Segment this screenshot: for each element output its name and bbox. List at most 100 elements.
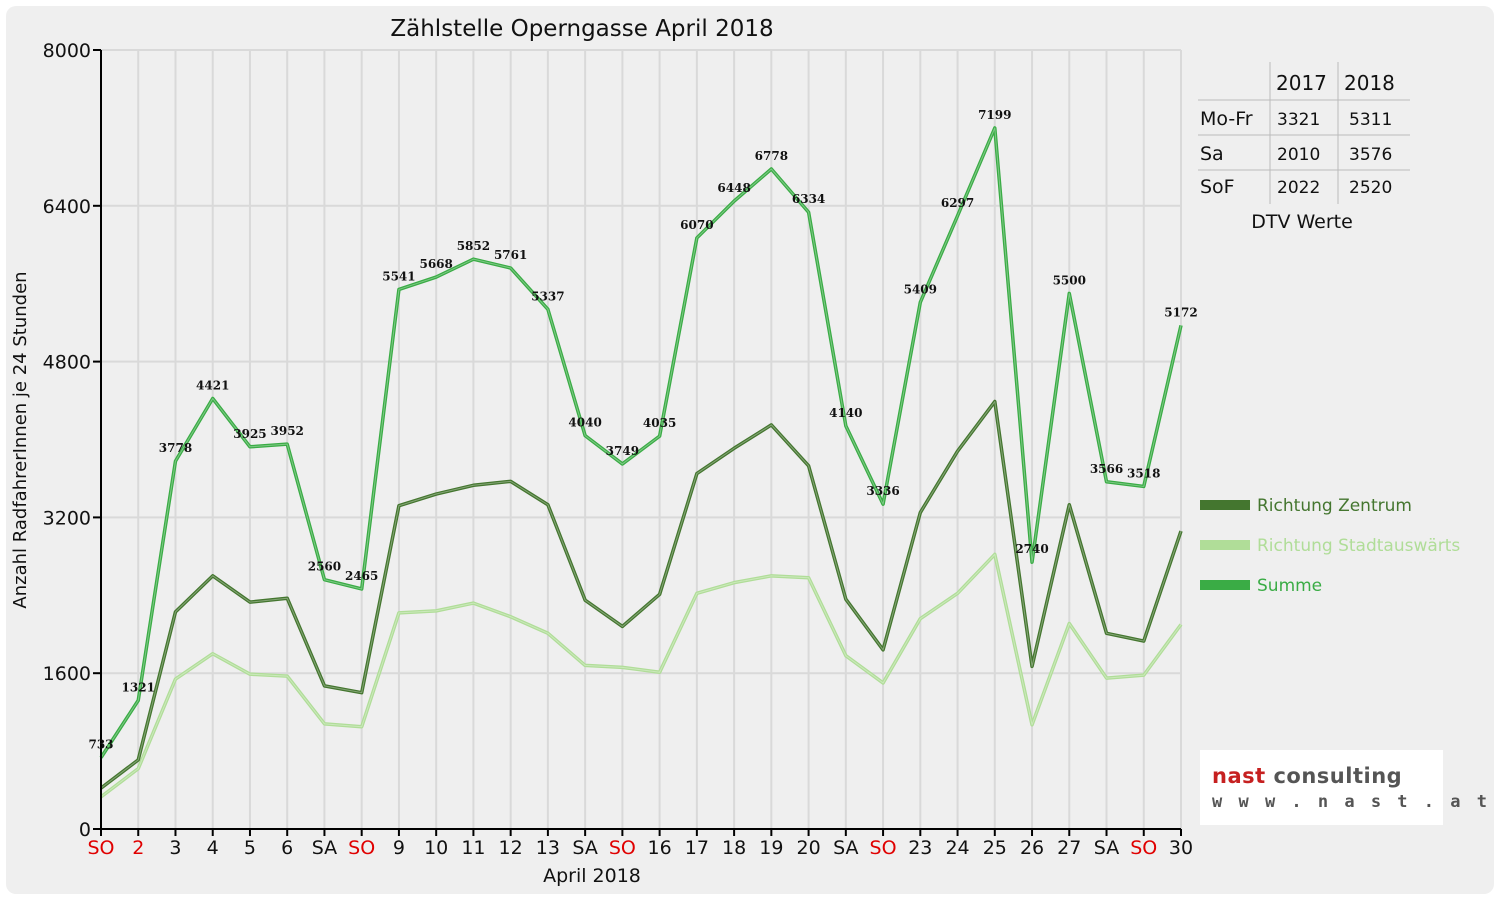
legend-label: Summe [1257, 576, 1322, 596]
x-tick-label: SO [870, 837, 897, 859]
x-tick-label: SA [312, 837, 337, 859]
y-tick-label: 8000 [43, 40, 91, 62]
y-axis-label: Anzahl RadfahrerInnen je 24 Stunden [10, 271, 31, 608]
x-tick-label: 3 [169, 837, 181, 859]
x-tick-label: 23 [908, 837, 932, 859]
y-tick-label: 0 [79, 819, 91, 841]
table-row-label: Mo-Fr [1200, 108, 1253, 130]
logo-url: w w w . n a s t . a t [1212, 792, 1490, 812]
x-tick-label: 13 [536, 837, 560, 859]
series-line-richtung-zentrum [99, 399, 1183, 790]
x-tick-label: 19 [759, 837, 783, 859]
y-tick-label: 1600 [43, 663, 91, 685]
data-label: 6448 [717, 181, 750, 195]
x-tick-label: SA [572, 837, 597, 859]
x-tick-label: 11 [461, 837, 485, 859]
data-label: 3778 [159, 441, 192, 455]
legend-label: Richtung Zentrum [1257, 496, 1412, 516]
x-tick-label: SA [833, 837, 858, 859]
series-group [99, 126, 1183, 799]
series-line-highlight [100, 127, 1182, 758]
table-cell: 2520 [1349, 178, 1392, 198]
table-header-2017: 2017 [1276, 71, 1327, 95]
data-label: 1321 [122, 680, 155, 694]
x-tick-label: 17 [685, 837, 709, 859]
series-line-highlight [100, 401, 1182, 789]
x-tick-label: 4 [207, 837, 219, 859]
x-tick-label: 27 [1057, 837, 1081, 859]
x-tick-label: 25 [983, 837, 1007, 859]
data-label: 4140 [829, 406, 862, 420]
table-cell: 5311 [1349, 110, 1392, 130]
x-tick-label: 24 [945, 837, 969, 859]
legend: Richtung Zentrum Richtung Stadtauswärts Su… [1200, 496, 1460, 596]
data-labels: 733 1321 3778 4421 3925 3952 2560 2465 5541 5668 5… [88, 108, 1197, 752]
data-label: 3518 [1127, 466, 1160, 480]
legend-swatch [1200, 540, 1250, 550]
x-tick-label: 12 [499, 837, 523, 859]
data-label: 5500 [1053, 273, 1086, 287]
table-cell: 3321 [1277, 110, 1320, 130]
x-tick-label: 20 [796, 837, 820, 859]
table-cell: 2022 [1277, 178, 1320, 198]
x-tick-label: 5 [244, 837, 256, 859]
x-tick-label: SO [609, 837, 636, 859]
data-label: 5761 [494, 248, 527, 262]
series-line-summe [99, 126, 1183, 759]
logo-brand-b: consulting [1273, 764, 1403, 788]
logo-brand-a: nast [1212, 764, 1266, 788]
data-label: 2740 [1015, 542, 1048, 556]
data-label: 5409 [904, 282, 937, 296]
data-label: 2465 [345, 569, 378, 583]
legend-swatch [1200, 580, 1250, 590]
data-label: 5337 [531, 289, 564, 303]
nast-consulting-logo: nast consulting w w w . n a s t . a t [1200, 750, 1487, 825]
dtv-table: 2017 2018 Mo-Fr 3321 5311 Sa 2010 3576 S… [1198, 62, 1410, 233]
table-header-2018: 2018 [1344, 71, 1395, 95]
data-label: 5668 [419, 257, 452, 271]
chart-frame [6, 6, 1494, 894]
table-caption: DTV Werte [1251, 211, 1353, 233]
x-tick-label: 6 [281, 837, 293, 859]
grid [101, 49, 1182, 829]
data-label: 4421 [196, 379, 229, 393]
data-label: 3925 [233, 427, 266, 441]
table-row-label: Sa [1200, 143, 1224, 165]
series-line-highlight [100, 553, 1182, 798]
data-label: 3336 [866, 484, 899, 498]
x-tick-label: 10 [424, 837, 448, 859]
legend-swatch [1200, 500, 1250, 510]
data-label: 2560 [308, 560, 341, 574]
data-label: 6334 [792, 192, 825, 206]
x-tick-label: SO [87, 837, 114, 859]
x-tick-label: 30 [1169, 837, 1193, 859]
x-tick-label: SO [348, 837, 375, 859]
legend-label: Richtung Stadtauswärts [1257, 536, 1460, 556]
data-label: 733 [88, 738, 113, 752]
data-label: 3952 [271, 424, 304, 438]
table-cell: 2010 [1277, 145, 1320, 165]
data-label: 6778 [755, 149, 788, 163]
data-label: 7199 [978, 108, 1011, 122]
y-tick-label: 3200 [43, 507, 91, 529]
x-tick-label: 18 [722, 837, 746, 859]
data-label: 4040 [568, 416, 601, 430]
logo-wordmark: nast consulting [1212, 764, 1402, 788]
table-row-label: SoF [1200, 176, 1235, 198]
data-label: 6297 [941, 196, 974, 210]
y-tick-label: 6400 [43, 196, 91, 218]
series-line-richtung-stadtausw-rts [99, 552, 1183, 799]
data-label: 5541 [382, 269, 415, 283]
table-cell: 3576 [1349, 145, 1392, 165]
x-tick-label: 9 [393, 837, 405, 859]
data-label: 3749 [606, 444, 639, 458]
x-tick-label: 2 [132, 837, 144, 859]
data-label: 5852 [457, 239, 490, 253]
x-tick-label: SA [1094, 837, 1119, 859]
x-axis-label: April 2018 [543, 865, 641, 887]
y-tick-label: 4800 [43, 352, 91, 374]
data-label: 3566 [1090, 462, 1123, 476]
data-label: 4035 [643, 416, 676, 430]
